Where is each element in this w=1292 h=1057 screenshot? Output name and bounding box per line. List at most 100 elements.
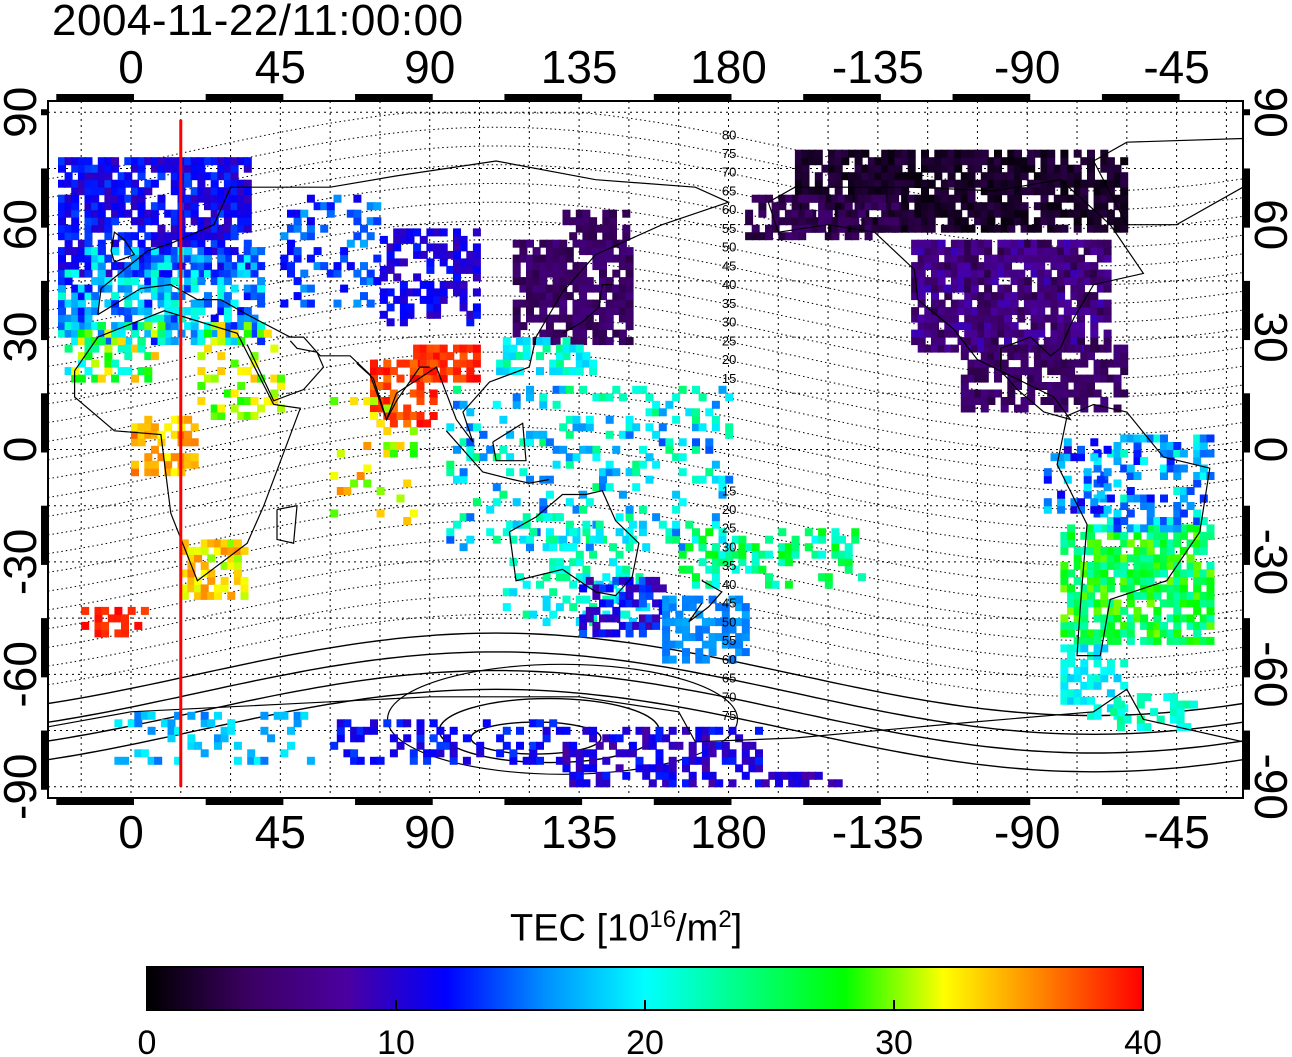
tec-cell: [58, 179, 66, 188]
tec-cell: [84, 344, 93, 353]
tec-cell: [71, 314, 80, 323]
tec-cell: [678, 468, 687, 477]
tec-cell: [682, 779, 690, 788]
tec-cell: [1080, 561, 1089, 570]
tec-cell: [111, 374, 120, 383]
tec-cell: [230, 187, 239, 196]
tec-cell: [157, 194, 166, 203]
tec-cell: [984, 314, 993, 323]
tec-cell: [911, 314, 920, 323]
tec-cell: [81, 606, 90, 615]
tec-cell: [157, 232, 166, 241]
tec-cell: [1113, 606, 1122, 615]
tec-cell: [652, 576, 661, 585]
tec-cell: [389, 749, 398, 758]
tec-cell: [1080, 359, 1089, 368]
tec-cell: [565, 430, 574, 439]
tec-cell: [572, 314, 581, 323]
tec-cell: [399, 295, 408, 304]
tec-cell: [233, 561, 242, 570]
coastline: [97, 160, 731, 443]
tec-cell: [864, 202, 873, 211]
tec-cell: [931, 284, 939, 293]
tec-cell: [1199, 621, 1208, 630]
tec-cell: [1087, 531, 1095, 540]
tec-cell: [217, 194, 226, 203]
tec-cell: [124, 172, 133, 181]
tec-cell: [572, 423, 581, 432]
tec-cell: [190, 172, 199, 181]
tec-cell: [592, 393, 601, 402]
tec-cell: [330, 472, 339, 480]
tec-cell: [230, 269, 239, 278]
tec-cell: [907, 224, 916, 233]
tec-cell: [592, 606, 601, 615]
tec-cell: [1133, 524, 1142, 533]
tec-cell: [499, 490, 508, 499]
tec-cell: [728, 726, 737, 735]
tec-cell: [1023, 277, 1032, 286]
tec-cell: [579, 284, 588, 293]
tec-cell: [170, 314, 179, 323]
contour-label: 70: [722, 689, 736, 704]
tec-cell: [625, 528, 634, 537]
tec-cell: [223, 269, 232, 278]
tec-cell: [1060, 569, 1069, 578]
tec-cell: [625, 322, 634, 331]
tec-cell: [675, 625, 684, 634]
tec-cell: [575, 764, 584, 773]
tec-cell: [144, 262, 153, 271]
tec-cell: [1014, 194, 1022, 203]
tec-cell: [857, 573, 866, 582]
tec-cell: [204, 224, 212, 233]
tec-cell: [389, 419, 398, 428]
tec-cell: [605, 614, 614, 623]
tec-cell: [1043, 505, 1052, 514]
tec-cell: [230, 359, 239, 368]
tec-cell: [778, 558, 787, 567]
tec-cell: [1057, 460, 1066, 469]
tec-cell: [828, 172, 837, 181]
tec-cell: [579, 337, 588, 346]
tec-cell: [436, 741, 445, 750]
tec-cell: [741, 610, 750, 619]
tec-cell: [1133, 606, 1142, 615]
tec-cell: [559, 239, 568, 248]
tec-cell: [1057, 247, 1066, 256]
tec-cell: [124, 352, 133, 361]
tec-cell: [204, 194, 212, 203]
tec-cell: [1093, 554, 1102, 563]
tec-cell: [801, 202, 810, 211]
tec-cell: [652, 584, 661, 593]
tec-cell: [931, 277, 939, 286]
tec-cell: [545, 438, 554, 447]
tec-cell: [207, 554, 216, 563]
tec-cell: [728, 595, 737, 604]
tec-cell: [350, 734, 359, 743]
tec-cell: [977, 344, 986, 353]
tec-cell: [170, 262, 179, 271]
tec-cell: [957, 254, 966, 263]
tec-cell: [851, 209, 860, 218]
tec-cell: [682, 595, 690, 604]
tec-cell: [313, 262, 322, 271]
tec-cell: [1106, 689, 1115, 698]
tec-cell: [1007, 224, 1016, 233]
tec-cell: [1120, 217, 1129, 226]
tec-cell: [964, 239, 973, 248]
tec-cell: [1206, 614, 1215, 623]
tec-cell: [144, 179, 153, 188]
tec-cell: [582, 217, 591, 226]
tec-cell: [715, 618, 724, 627]
tec-cell: [1106, 546, 1115, 555]
tec-cell: [197, 224, 206, 233]
tec-cell: [144, 157, 153, 166]
tec-cell: [575, 224, 584, 233]
tec-cell: [393, 295, 402, 304]
tec-cell: [1083, 299, 1092, 308]
tec-cell: [1030, 322, 1039, 331]
tec-cell: [516, 726, 524, 735]
tec-cell: [84, 254, 93, 263]
tec-cell: [662, 625, 671, 634]
tec-cell: [1077, 307, 1085, 316]
